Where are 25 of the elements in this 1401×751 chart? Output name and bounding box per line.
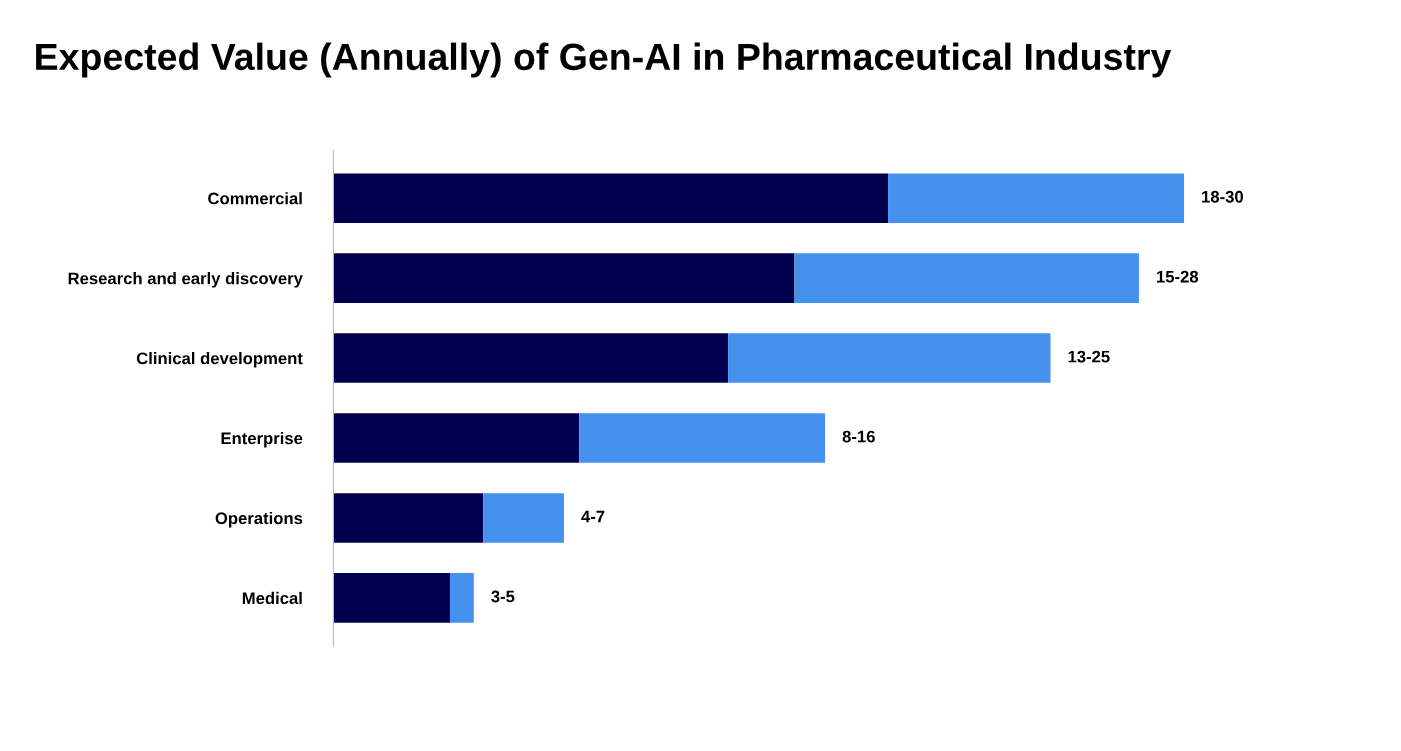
total-label: 18-30	[1202, 190, 1243, 203]
chart-title: Expected Value (Annually) of Gen-AI in Pharmaceutical Industry	[36, 42, 1172, 78]
bar	[888, 173, 1185, 223]
bar	[728, 333, 1051, 383]
bar	[794, 253, 1139, 303]
total-label: 13-25	[1068, 350, 1110, 363]
bar	[579, 413, 826, 463]
bar	[333, 493, 484, 543]
y-tick-label: Research and early discovery	[68, 272, 303, 288]
bar	[333, 333, 729, 383]
bar	[333, 253, 795, 303]
y-tick-label: Commercial	[208, 192, 302, 205]
y-tick-label: Enterprise	[221, 431, 303, 448]
y-tick-label: Medical	[242, 591, 302, 605]
total-label: 3-5	[491, 590, 515, 603]
bar	[333, 413, 580, 463]
y-tick-label: Clinical development	[136, 352, 303, 368]
total-label: 15-28	[1157, 270, 1199, 283]
y-tick-label: Operations	[215, 511, 303, 528]
total-label: 8-16	[842, 430, 875, 443]
total-label: 4-7	[581, 510, 605, 523]
bar	[449, 573, 474, 623]
bar	[483, 493, 564, 543]
bar	[333, 173, 889, 223]
bar	[333, 573, 450, 623]
